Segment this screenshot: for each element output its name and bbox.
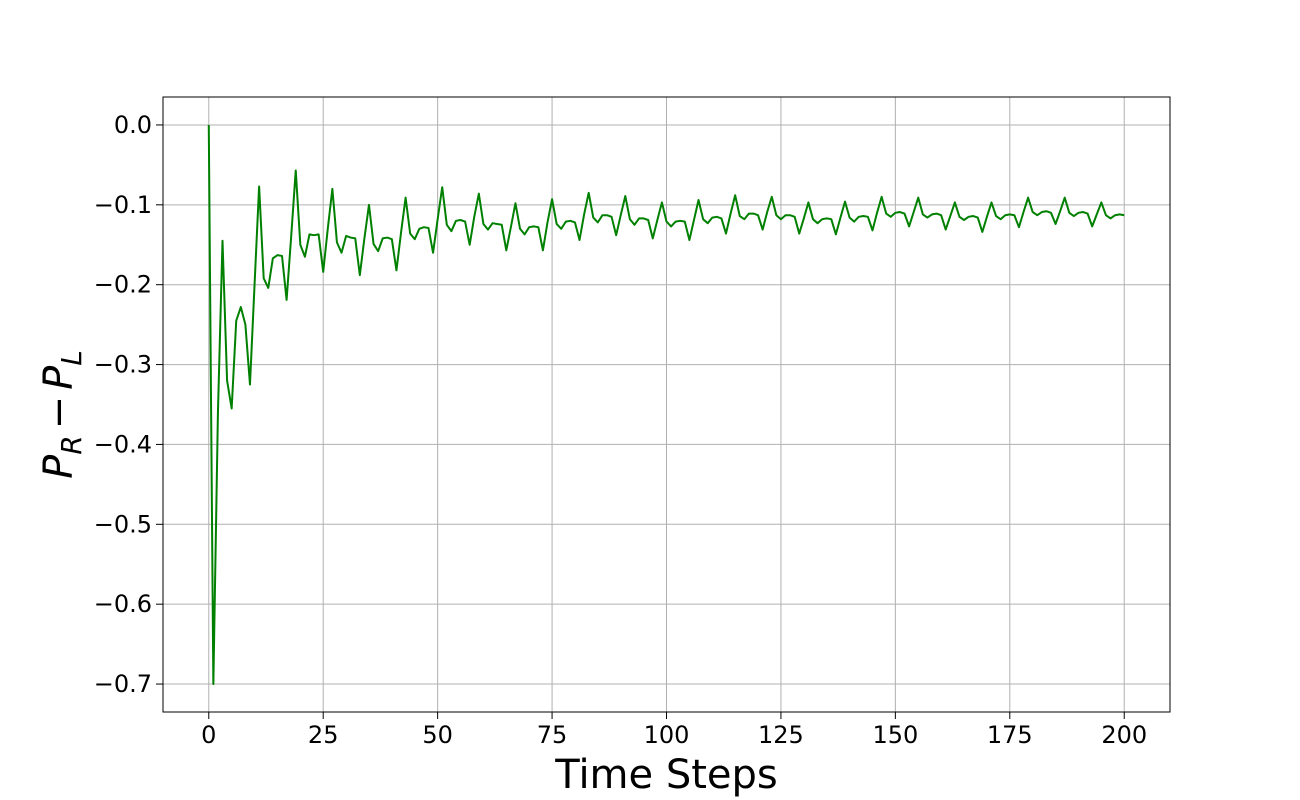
x-axis-label: Time Steps: [554, 752, 778, 798]
series-layer: [207, 124, 1125, 686]
y-tick-label: −0.2: [94, 271, 152, 299]
y-label-p-right: P: [36, 365, 82, 390]
x-tick-label: 25: [308, 721, 339, 749]
tick-labels: 0 25 50 75 100 125 150 175 200 0.0 −0.1 −0.2 −0.3 −0.…: [94, 111, 1147, 749]
series-line-0: [207, 124, 1125, 686]
y-tick-label: 0.0: [114, 111, 152, 139]
y-label-sub-left: R: [55, 435, 88, 454]
x-tick-label: 150: [872, 721, 918, 749]
y-tick-label: −0.4: [94, 430, 152, 458]
x-tick-label: 0: [201, 721, 216, 749]
x-tick-label: 200: [1101, 721, 1147, 749]
y-tick-label: −0.5: [94, 510, 152, 538]
x-tick-label: 75: [537, 721, 568, 749]
y-label-operator: −: [36, 396, 82, 430]
y-tick-label: −0.6: [94, 590, 152, 618]
y-tick-label: −0.7: [94, 670, 152, 698]
y-tick-label: −0.1: [94, 191, 152, 219]
y-tick-label: −0.3: [94, 351, 152, 379]
y-axis-label: PR−PL: [36, 350, 88, 479]
y-label-p-left: P: [36, 454, 82, 479]
x-tick-label: 125: [758, 721, 804, 749]
axis-ticks: [156, 124, 1125, 719]
x-tick-label: 100: [644, 721, 690, 749]
x-tick-label: 50: [422, 721, 453, 749]
grid-lines: [163, 97, 1170, 712]
y-label-sub-right: L: [55, 350, 88, 366]
x-tick-label: 175: [987, 721, 1033, 749]
